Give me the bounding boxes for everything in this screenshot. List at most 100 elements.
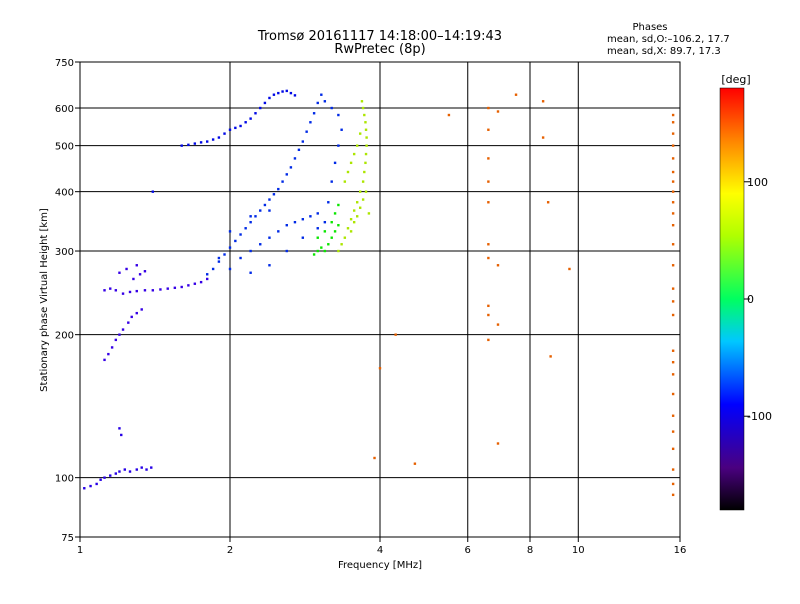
- data-point: [281, 90, 284, 93]
- colorbar-tick-label: 0: [747, 293, 754, 306]
- data-point: [83, 487, 86, 490]
- data-point: [337, 224, 340, 227]
- data-point: [671, 430, 675, 433]
- data-point: [135, 311, 138, 315]
- data-point: [352, 220, 356, 224]
- data-point: [671, 447, 675, 451]
- data-point: [268, 209, 271, 212]
- data-point: [671, 313, 675, 317]
- data-point: [316, 227, 319, 230]
- data-point: [228, 128, 232, 131]
- data-point: [254, 215, 257, 218]
- data-point: [568, 267, 571, 271]
- data-point: [128, 470, 132, 473]
- data-point: [327, 243, 330, 246]
- data-point: [671, 201, 675, 204]
- data-point: [297, 148, 301, 152]
- data-point: [340, 243, 343, 246]
- data-point: [140, 308, 143, 311]
- data-point: [103, 289, 106, 292]
- data-point: [301, 236, 305, 239]
- data-point: [349, 230, 353, 233]
- data-point: [199, 280, 203, 284]
- data-point: [330, 220, 333, 224]
- x-tick-label: 6: [465, 545, 471, 556]
- x-tick-label: 2: [227, 545, 233, 556]
- data-point: [487, 128, 490, 131]
- data-point: [671, 414, 675, 417]
- data-point: [285, 173, 288, 176]
- data-point: [277, 230, 280, 233]
- data-point: [309, 121, 312, 124]
- data-point: [487, 304, 490, 308]
- data-point: [150, 466, 153, 469]
- data-point: [285, 224, 288, 227]
- data-point: [671, 180, 675, 183]
- data-point: [234, 126, 237, 130]
- data-point: [268, 198, 271, 201]
- data-point: [671, 373, 675, 376]
- data-point: [289, 166, 293, 169]
- data-point: [671, 132, 675, 135]
- data-point: [125, 267, 128, 271]
- data-point: [123, 468, 126, 471]
- data-point: [205, 277, 209, 281]
- x-tick-label: 1: [77, 545, 83, 556]
- data-point: [272, 93, 276, 96]
- data-point: [244, 227, 247, 230]
- data-point: [249, 117, 252, 120]
- data-point: [259, 243, 262, 246]
- data-point: [293, 94, 297, 97]
- data-point: [337, 144, 340, 147]
- data-point: [330, 236, 333, 239]
- y-tick-label: 300: [55, 247, 74, 258]
- data-point: [323, 230, 327, 233]
- data-point: [355, 144, 359, 147]
- data-point: [352, 152, 356, 156]
- data-point: [305, 130, 308, 133]
- data-point: [109, 287, 112, 290]
- data-point: [234, 239, 237, 243]
- data-point: [546, 201, 550, 204]
- data-point: [364, 190, 368, 193]
- phases-title: Phases: [632, 22, 667, 33]
- data-point: [671, 482, 675, 486]
- data-point: [135, 289, 138, 293]
- data-point: [138, 273, 142, 276]
- x-tick-label: 16: [674, 545, 687, 556]
- chart-title: Tromsø 20161117 14:18:00–14:19:43: [257, 29, 502, 44]
- data-point: [289, 91, 293, 95]
- data-point: [361, 180, 365, 183]
- data-point: [671, 224, 675, 227]
- data-point: [259, 209, 262, 212]
- data-point: [487, 338, 490, 342]
- data-point: [487, 157, 490, 160]
- data-point: [349, 218, 353, 221]
- data-point: [337, 249, 340, 253]
- data-point: [145, 468, 148, 471]
- data-point: [447, 113, 451, 117]
- data-point: [249, 271, 252, 274]
- data-point: [413, 462, 417, 465]
- colorbar-ticks: 100 0 -100: [744, 176, 772, 423]
- data-point: [107, 352, 110, 356]
- data-point: [320, 246, 323, 249]
- x-axis-label: Frequency [MHz]: [338, 560, 422, 571]
- data-point: [312, 112, 316, 115]
- data-point: [127, 321, 130, 324]
- colorbar-tick-label: -100: [747, 410, 772, 423]
- data-point: [671, 493, 675, 497]
- data-point: [316, 212, 319, 215]
- data-point: [118, 333, 121, 336]
- y-axis-label: Stationary phase Virtual Height [km]: [39, 208, 50, 392]
- data-point: [128, 290, 132, 294]
- data-point: [268, 96, 271, 100]
- data-point: [337, 203, 340, 207]
- data-point: [358, 206, 362, 209]
- data-point: [487, 256, 490, 260]
- data-point: [217, 136, 221, 139]
- y-tick-label: 75: [61, 533, 74, 544]
- data-point: [364, 121, 367, 124]
- data-point: [330, 106, 333, 110]
